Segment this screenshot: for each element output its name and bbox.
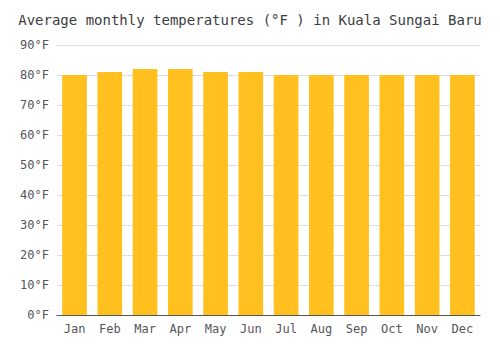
svg-text:Jun: Jun	[240, 322, 262, 336]
svg-text:Oct: Oct	[381, 322, 403, 336]
svg-text:Aug: Aug	[310, 322, 332, 336]
svg-text:Sep: Sep	[346, 322, 368, 336]
svg-text:10°F: 10°F	[20, 278, 49, 292]
svg-text:Mar: Mar	[134, 322, 156, 336]
svg-text:Jul: Jul	[275, 322, 297, 336]
svg-text:80°F: 80°F	[20, 68, 49, 82]
svg-text:May: May	[205, 322, 227, 336]
svg-text:Average monthly temperatures (: Average monthly temperatures (°F ) in Ku…	[18, 12, 482, 28]
svg-text:Feb: Feb	[99, 322, 121, 336]
svg-text:Jan: Jan	[64, 322, 86, 336]
svg-text:Apr: Apr	[169, 322, 191, 336]
svg-text:20°F: 20°F	[20, 248, 49, 262]
svg-text:60°F: 60°F	[20, 128, 49, 142]
svg-text:0°F: 0°F	[27, 308, 49, 322]
svg-text:50°F: 50°F	[20, 158, 49, 172]
svg-text:70°F: 70°F	[20, 98, 49, 112]
svg-text:Nov: Nov	[416, 322, 438, 336]
svg-text:90°F: 90°F	[20, 38, 49, 52]
svg-text:30°F: 30°F	[20, 218, 49, 232]
svg-text:Dec: Dec	[452, 322, 474, 336]
svg-text:40°F: 40°F	[20, 188, 49, 202]
